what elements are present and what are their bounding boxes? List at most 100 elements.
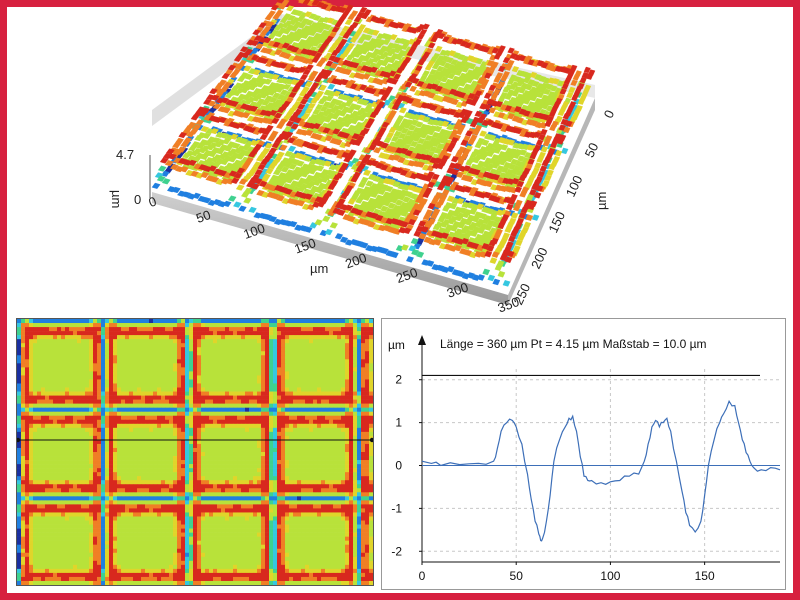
heatmap-cell xyxy=(217,387,222,392)
y-tick-label: 0 xyxy=(601,108,618,121)
surface-cell xyxy=(258,180,268,188)
surface-cell xyxy=(391,135,399,143)
heatmap-cell xyxy=(185,359,190,364)
heatmap-cell xyxy=(173,327,178,332)
heatmap-cell xyxy=(337,371,342,376)
surface-cell xyxy=(250,54,260,61)
surface-cell xyxy=(364,60,373,67)
heatmap-cell xyxy=(257,355,262,360)
heatmap-cell xyxy=(93,371,98,376)
heatmap-cell xyxy=(25,399,30,404)
heatmap-cell xyxy=(321,387,326,392)
heatmap-cell xyxy=(141,363,146,368)
heatmap-cell xyxy=(329,335,334,340)
heatmap-cell xyxy=(221,383,226,388)
heatmap-cell xyxy=(349,399,354,404)
heatmap-cell xyxy=(193,343,198,348)
heatmap-cell xyxy=(337,327,342,332)
surface-cell xyxy=(453,52,461,59)
surface-cell xyxy=(310,70,319,77)
surface-cell xyxy=(273,112,283,119)
surface-cell xyxy=(240,87,250,94)
heatmap-cell xyxy=(33,323,38,328)
heatmap-cell xyxy=(233,407,238,412)
heatmap-cell xyxy=(337,399,342,404)
heatmap-cell xyxy=(269,371,274,376)
surface-cell xyxy=(395,167,403,174)
surface-cell xyxy=(527,203,536,211)
heatmap-cell xyxy=(85,383,90,388)
surface-cell xyxy=(202,132,212,139)
heatmap-cell xyxy=(225,331,230,336)
heatmap-cell xyxy=(133,351,138,356)
heatmap-cell xyxy=(121,383,126,388)
heatmap-cell xyxy=(165,343,170,348)
heatmap-cell xyxy=(333,403,338,408)
heatmap-cell xyxy=(209,367,214,372)
heatmap-cell xyxy=(165,327,170,332)
heatmap-cell xyxy=(141,359,146,364)
heatmap-cell xyxy=(145,339,150,344)
heatmap-cell xyxy=(217,347,222,352)
heatmap-cell xyxy=(237,367,242,372)
heatmap-cell xyxy=(89,407,94,412)
heatmap-cell xyxy=(153,319,158,324)
heatmap-cell xyxy=(93,395,98,400)
surface-cell xyxy=(334,139,343,146)
heatmap-cell xyxy=(85,391,90,396)
surface-cell xyxy=(400,210,409,217)
surface-cell xyxy=(461,237,470,245)
surface-cell xyxy=(460,139,469,147)
surface-cell xyxy=(579,77,587,84)
heatmap-cell xyxy=(281,379,286,384)
heatmap-cell xyxy=(349,343,354,348)
heatmap-cell xyxy=(269,403,274,408)
surface-cell xyxy=(279,89,289,96)
heatmap-cell xyxy=(81,395,86,400)
heatmap-cell xyxy=(217,407,222,412)
surface-cell xyxy=(493,76,501,83)
surface-cell xyxy=(516,180,525,188)
heatmap-cell xyxy=(149,375,154,380)
heatmap-cell xyxy=(149,387,154,392)
heatmap-cell xyxy=(109,383,114,388)
heatmap-cell xyxy=(197,407,202,412)
heatmap-cell xyxy=(121,339,126,344)
heatmap-cell xyxy=(101,399,106,404)
heatmap-cell xyxy=(221,327,226,332)
heatmap-cell xyxy=(369,323,373,328)
heatmap-cell xyxy=(217,399,222,404)
surface-cell xyxy=(288,19,298,26)
heatmap-cell xyxy=(273,383,278,388)
heatmap-cell xyxy=(309,371,314,376)
heatmap-cell xyxy=(65,387,70,392)
heatmap-cell xyxy=(177,323,182,328)
heatmap-cell xyxy=(141,347,146,352)
heatmap-cell xyxy=(129,323,134,328)
heatmap-cell xyxy=(81,355,86,360)
heatmap-cell xyxy=(165,371,170,376)
heatmap-cell xyxy=(197,355,202,360)
heatmap-cell xyxy=(69,395,74,400)
surface-cell xyxy=(561,147,569,155)
heatmap-cell xyxy=(37,387,42,392)
heatmap-cell xyxy=(345,327,350,332)
surface-cell xyxy=(560,118,568,126)
surface-cell xyxy=(443,62,452,69)
surface-cell xyxy=(345,54,354,61)
heatmap-cell xyxy=(77,343,82,348)
heatmap-cell xyxy=(117,379,122,384)
heatmap-cell xyxy=(117,363,122,368)
surface-cell xyxy=(397,156,406,164)
surface-cell xyxy=(430,212,439,220)
heatmap-cell xyxy=(33,375,38,380)
heatmap-cell xyxy=(329,347,334,352)
heatmap-cell xyxy=(341,391,346,396)
heatmap-cell xyxy=(213,355,218,360)
heatmap-cell xyxy=(245,347,250,352)
surface-cell xyxy=(469,99,478,106)
heatmap-cell xyxy=(49,379,54,384)
heatmap-cell xyxy=(45,367,50,372)
heatmap-cell xyxy=(85,375,90,380)
heatmap-cell xyxy=(129,387,134,392)
